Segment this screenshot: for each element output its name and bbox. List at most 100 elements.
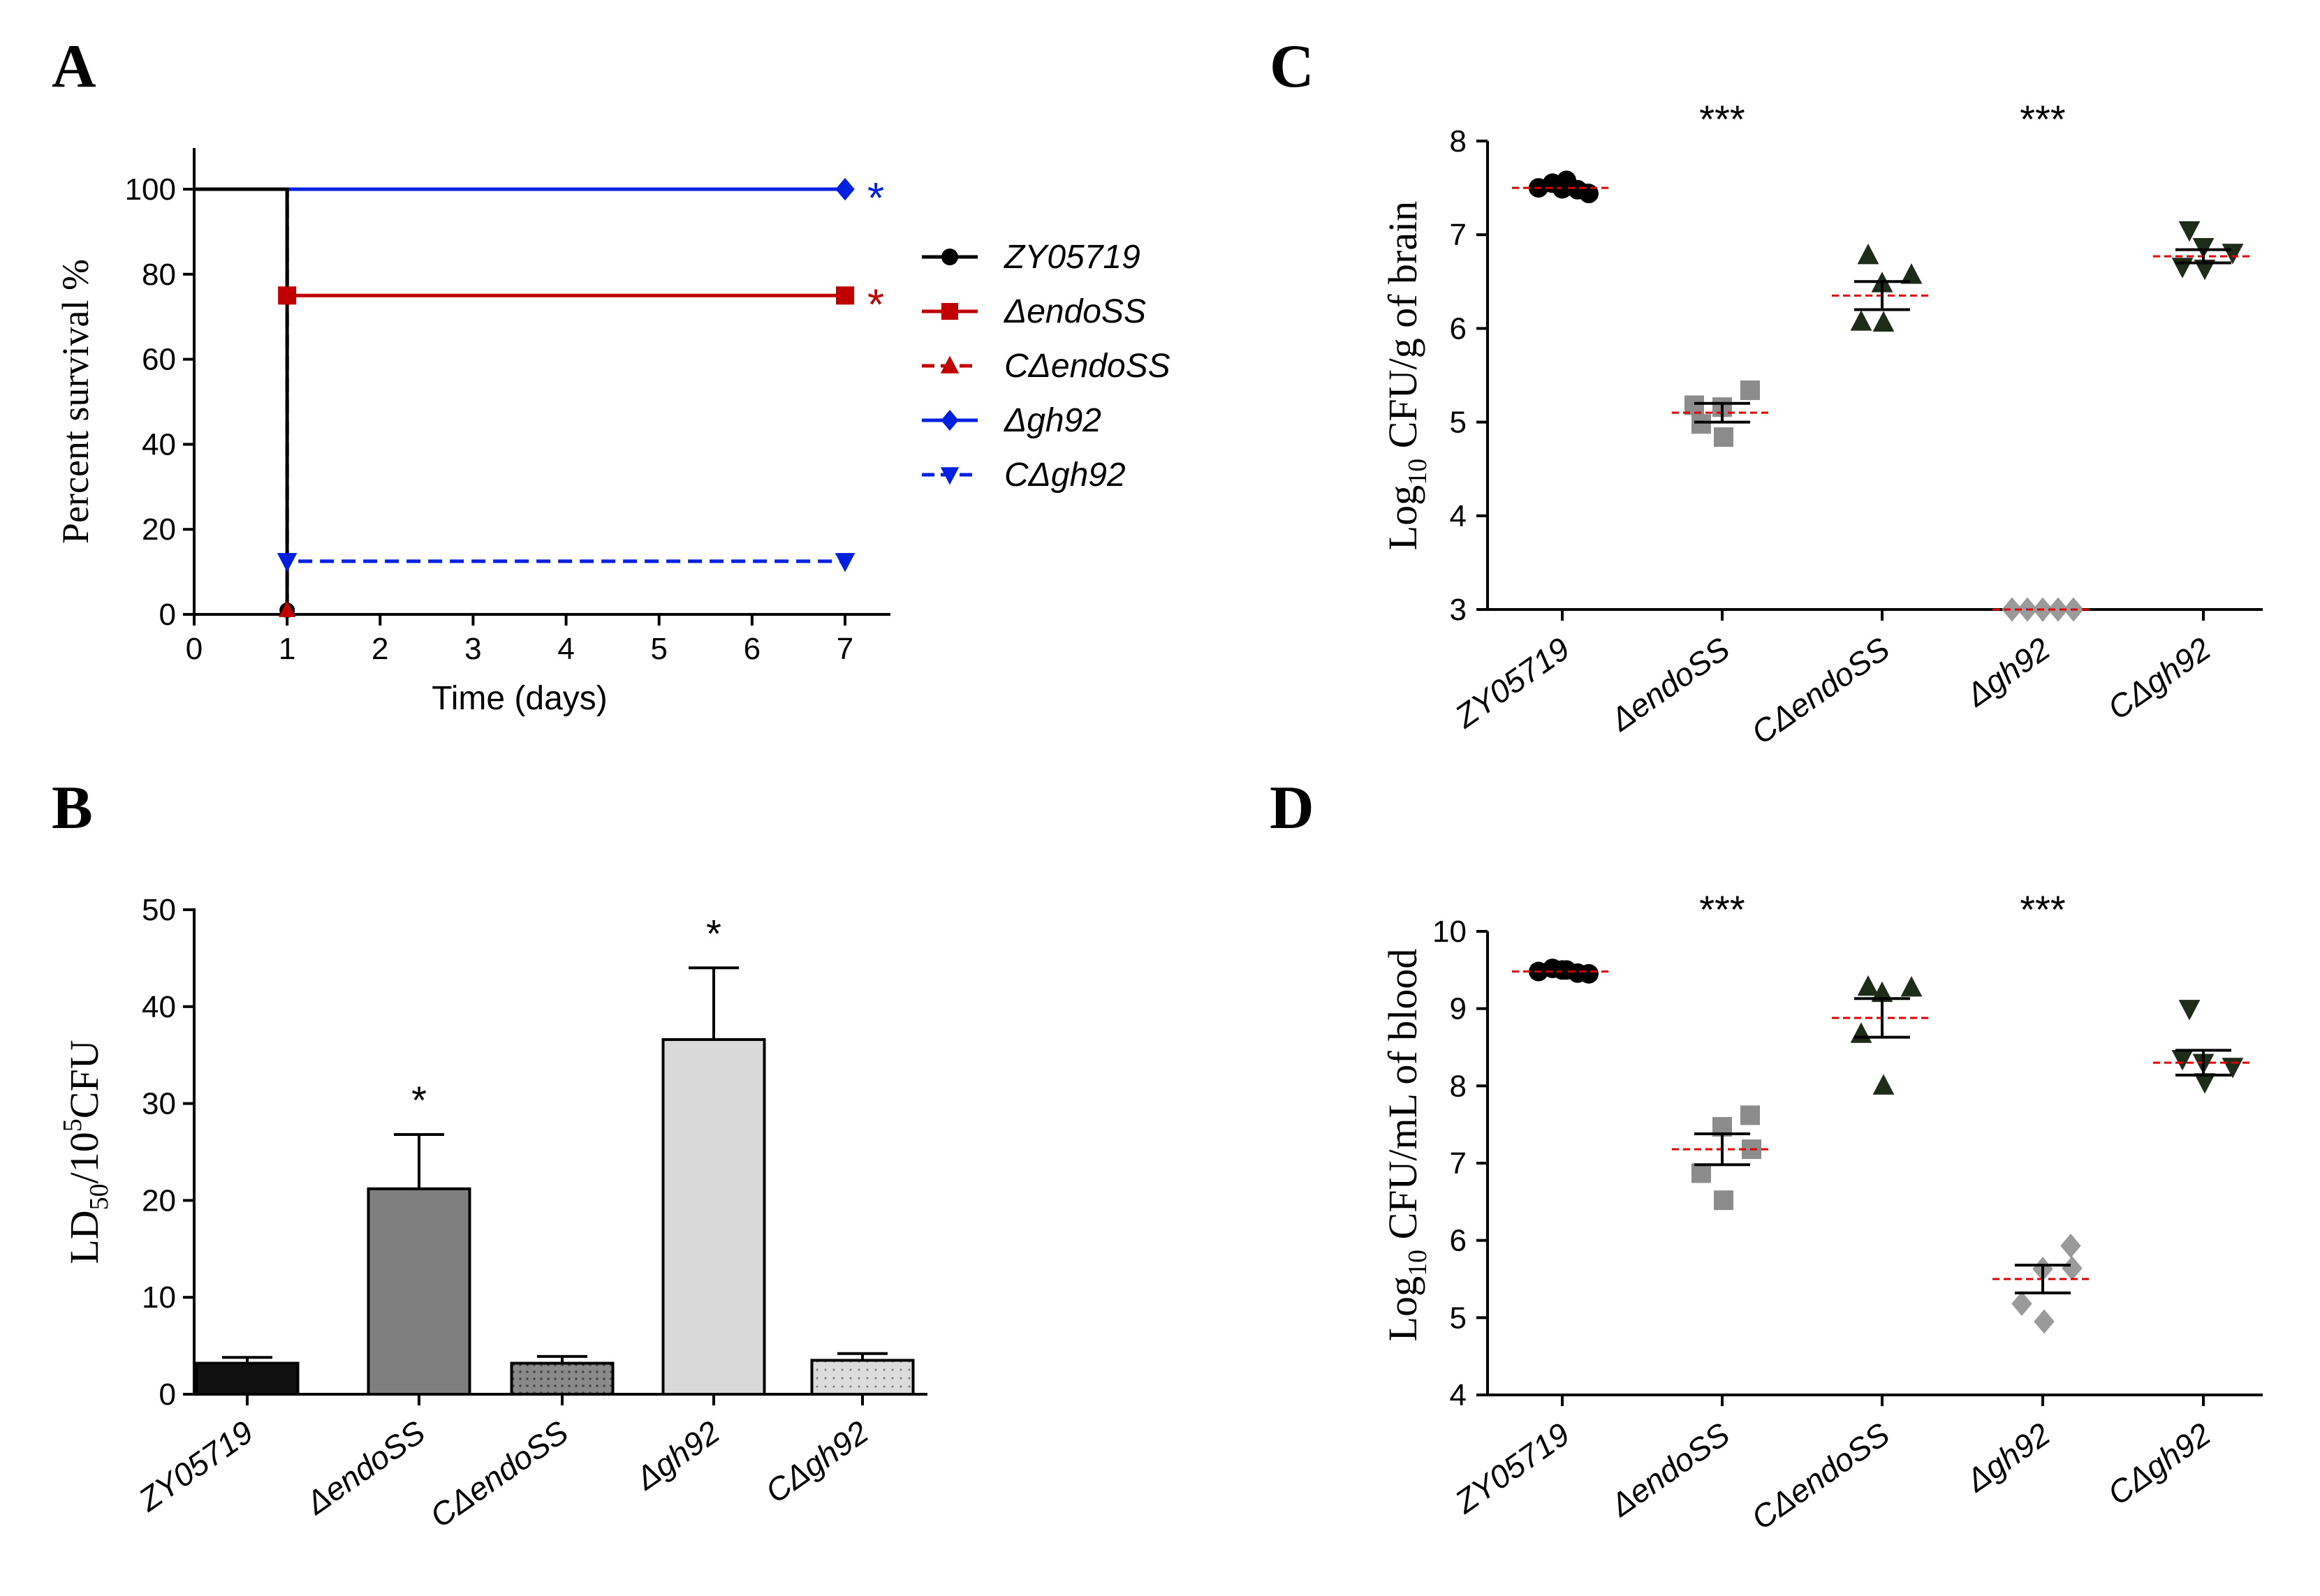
d-significance-stars: *** xyxy=(2020,887,2065,931)
d-y-tick-label: 8 xyxy=(1450,1069,1467,1103)
c-data-point xyxy=(1714,427,1733,448)
d-data-point xyxy=(1900,975,1923,997)
c-x-tick-label: Δgh92 xyxy=(1959,630,2057,714)
c-data-point xyxy=(1850,310,1872,331)
a-legend-label: Δgh92 xyxy=(1004,402,1101,439)
a-x-tick-label: 7 xyxy=(837,632,853,666)
a-x-tick-label: 4 xyxy=(557,632,574,666)
c-significance-stars: *** xyxy=(1699,97,1745,141)
d-y-tick-label: 7 xyxy=(1450,1146,1467,1181)
c-data-point xyxy=(1857,243,1879,265)
d-y-tick-label: 9 xyxy=(1450,992,1467,1026)
a-legend-label: ZY05719 xyxy=(1004,239,1140,276)
panel-b-ld50-bar-chart: 0 10 20 30 40 50 LD50/105CFU ZY05719 * ΔendoSSCΔe… xyxy=(58,893,927,1535)
c-y-axis-title: Log10 CFU/g of brain xyxy=(1380,201,1432,550)
d-significance-stars: *** xyxy=(1699,887,1745,931)
panel-a-survival-chart: 0 20 40 60 80 100 0 1 2 3 4 5 6 7 Time (days) Percent s… xyxy=(54,148,1170,717)
panel-label-d: D xyxy=(1270,774,1314,842)
a-marker xyxy=(278,286,297,305)
c-data-point xyxy=(2178,221,2201,242)
d-y-tick-label: 6 xyxy=(1450,1224,1467,1258)
b-x-tick-label: ΔendoSS xyxy=(299,1413,432,1521)
d-data-point xyxy=(2171,1050,2194,1071)
c-y-tick-label: 7 xyxy=(1450,218,1467,252)
c-x-tick-label: ΔendoSS xyxy=(1603,630,1736,738)
a-marker xyxy=(277,553,298,572)
c-data-point xyxy=(2222,244,2244,265)
a-marker xyxy=(835,177,855,201)
c-data-point xyxy=(1579,184,1599,204)
panel-label-c: C xyxy=(1270,33,1314,101)
a-marker xyxy=(279,600,296,617)
d-y-axis-title: Log10 CFU/mL of blood xyxy=(1380,949,1432,1342)
d-data-point xyxy=(1872,1074,1895,1095)
b-bar xyxy=(661,1037,766,1396)
d-data-point xyxy=(1857,975,1879,996)
c-data-point xyxy=(2048,597,2069,622)
a-y-tick-label: 60 xyxy=(142,343,176,377)
b-x-tick-label: CΔgh92 xyxy=(759,1414,875,1510)
b-y-tick-label: 50 xyxy=(142,893,176,927)
b-y-tick-label: 10 xyxy=(142,1280,176,1315)
a-significance-star: * xyxy=(867,175,884,223)
d-data-point xyxy=(2034,1309,2055,1334)
d-data-point xyxy=(1871,981,1893,1003)
d-data-point xyxy=(1714,1190,1733,1211)
d-data-point xyxy=(1740,1105,1760,1125)
a-series-line xyxy=(194,187,289,614)
a-legend-label: CΔgh92 xyxy=(1004,457,1126,494)
panel-label-a: A xyxy=(52,33,96,101)
a-y-axis-title: Percent survival % xyxy=(54,259,96,544)
a-legend-marker xyxy=(941,249,958,265)
c-data-point xyxy=(1740,380,1760,400)
b-bar xyxy=(367,1187,471,1396)
c-y-tick-label: 8 xyxy=(1450,124,1467,158)
c-data-point xyxy=(1872,311,1895,332)
c-data-point xyxy=(2171,258,2194,279)
b-significance-star: * xyxy=(411,1078,427,1122)
d-x-tick-label: CΔgh92 xyxy=(2101,1416,2217,1512)
a-x-tick-label: 6 xyxy=(744,632,761,666)
c-data-point xyxy=(2194,259,2216,281)
b-y-axis-title: LD50/105CFU xyxy=(58,1040,114,1264)
a-legend-label: CΔendoSS xyxy=(1004,348,1170,385)
b-x-tick-label: CΔendoSS xyxy=(423,1413,575,1534)
c-x-tick-label: CΔgh92 xyxy=(2101,630,2217,727)
a-y-tick-label: 0 xyxy=(159,598,176,632)
b-y-tick-label: 0 xyxy=(159,1377,176,1412)
a-series-line xyxy=(194,187,845,563)
a-x-axis-title: Time (days) xyxy=(432,680,608,717)
c-y-tick-label: 5 xyxy=(1450,406,1467,440)
a-legend-label: ΔendoSS xyxy=(1004,293,1146,330)
d-data-point xyxy=(2178,1000,2201,1021)
c-significance-stars: *** xyxy=(2020,97,2065,141)
d-y-tick-label: 5 xyxy=(1450,1301,1467,1335)
d-x-tick-label: Δgh92 xyxy=(1959,1416,2057,1500)
c-x-tick-label: CΔendoSS xyxy=(1745,630,1896,751)
d-data-point xyxy=(1691,1163,1711,1183)
a-series-line xyxy=(194,187,845,297)
a-x-tick-label: 1 xyxy=(279,632,295,666)
d-x-tick-label: ΔendoSS xyxy=(1603,1415,1736,1523)
a-y-tick-label: 20 xyxy=(142,512,176,547)
d-y-tick-label: 10 xyxy=(1432,915,1467,949)
a-x-tick-label: 2 xyxy=(372,632,388,666)
c-data-point xyxy=(2002,597,2022,622)
d-x-tick-label: CΔendoSS xyxy=(1745,1415,1896,1536)
panel-label-b: B xyxy=(52,774,93,842)
a-x-tick-label: 5 xyxy=(650,632,667,666)
panel-c-brain-cfu-scatter: 3 4 5 6 7 8 Log10 CFU/g of brain ZY05719 ΔendoSS… xyxy=(1380,97,2263,751)
d-data-point xyxy=(2194,1073,2216,1094)
b-bar xyxy=(510,1361,615,1396)
a-y-tick-label: 80 xyxy=(142,258,176,292)
d-data-point xyxy=(2060,1233,2081,1258)
d-data-point xyxy=(2062,1256,2083,1281)
d-y-tick-label: 4 xyxy=(1450,1378,1467,1412)
b-y-tick-label: 20 xyxy=(142,1183,176,1218)
b-y-tick-label: 40 xyxy=(142,990,176,1024)
a-x-tick-label: 0 xyxy=(186,632,203,666)
c-y-tick-label: 6 xyxy=(1450,311,1467,346)
b-x-tick-label: Δgh92 xyxy=(629,1414,726,1498)
a-x-tick-label: 3 xyxy=(464,632,481,666)
